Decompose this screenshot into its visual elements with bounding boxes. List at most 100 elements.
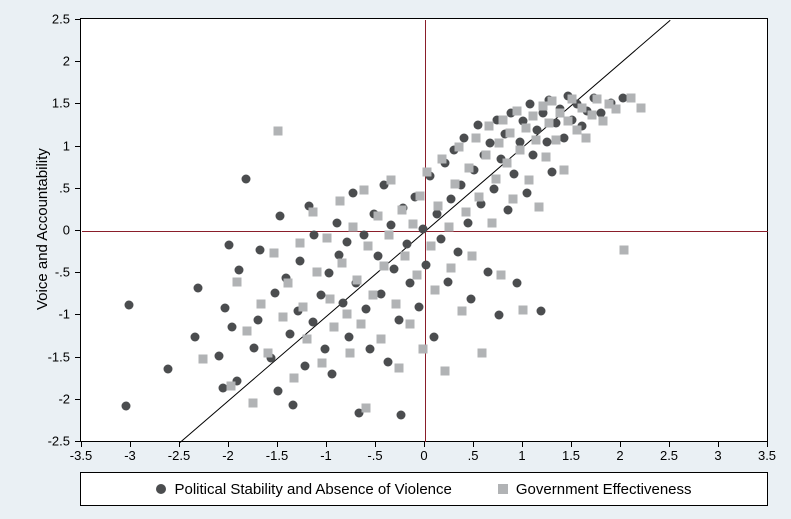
x-tick	[424, 442, 425, 447]
y-tick-label: -1	[58, 307, 70, 322]
data-point	[321, 345, 330, 354]
x-tick-label: -1	[320, 448, 332, 463]
data-point	[198, 355, 207, 364]
data-point	[491, 174, 500, 183]
data-point	[394, 363, 403, 372]
y-tick-label: 2	[63, 54, 70, 69]
data-point	[473, 120, 482, 129]
data-point	[484, 122, 493, 131]
data-point	[362, 404, 371, 413]
data-point	[406, 319, 415, 328]
x-tick	[522, 442, 523, 447]
data-point	[285, 329, 294, 338]
data-point	[215, 351, 224, 360]
data-point	[462, 208, 471, 217]
x-tick	[375, 442, 376, 447]
data-point	[329, 323, 338, 332]
legend-marker-square-icon	[498, 484, 508, 494]
data-point	[548, 97, 557, 106]
y-tick	[75, 272, 80, 273]
scatter-chart: Voice and Accountability Political Stabi…	[14, 10, 777, 509]
data-point	[317, 291, 326, 300]
x-tick	[718, 442, 719, 447]
y-tick	[75, 441, 80, 442]
data-point	[342, 309, 351, 318]
data-point	[309, 208, 318, 217]
data-point	[481, 151, 490, 160]
data-point	[429, 332, 438, 341]
data-point	[513, 107, 522, 116]
data-point	[295, 238, 304, 247]
data-point	[494, 311, 503, 320]
data-point	[332, 218, 341, 227]
x-tick	[767, 442, 768, 447]
x-tick	[81, 442, 82, 447]
data-point	[524, 176, 533, 185]
data-point	[379, 262, 388, 271]
data-point	[241, 174, 250, 183]
data-point	[513, 279, 522, 288]
data-point	[458, 307, 467, 316]
data-point	[433, 201, 442, 210]
data-point	[283, 279, 292, 288]
data-point	[193, 283, 202, 292]
x-tick-label: -3.5	[70, 448, 92, 463]
data-point	[357, 319, 366, 328]
y-tick	[75, 103, 80, 104]
data-point	[419, 345, 428, 354]
data-point	[552, 135, 561, 144]
y-tick	[75, 188, 80, 189]
data-point	[521, 124, 530, 133]
data-point	[227, 323, 236, 332]
y-tick	[75, 399, 80, 400]
data-point	[454, 248, 463, 257]
x-tick-label: .5	[468, 448, 479, 463]
data-point	[401, 252, 410, 261]
data-point	[528, 112, 537, 121]
data-point	[289, 373, 298, 382]
data-point	[564, 117, 573, 126]
y-tick	[75, 19, 80, 20]
data-point	[360, 231, 369, 240]
y-tick-label: 1	[63, 138, 70, 153]
data-point	[250, 344, 259, 353]
x-tick-label: -2.5	[168, 448, 190, 463]
y-tick-label: -1.5	[48, 349, 70, 364]
x-tick-label: -2	[222, 448, 234, 463]
x-tick	[571, 442, 572, 447]
data-point	[125, 301, 134, 310]
data-point	[416, 191, 425, 200]
data-point	[534, 203, 543, 212]
data-point	[373, 211, 382, 220]
data-point	[398, 205, 407, 214]
data-point	[510, 169, 519, 178]
x-tick-label: 3	[714, 448, 721, 463]
data-point	[541, 152, 550, 161]
x-tick	[669, 442, 670, 447]
data-point	[415, 302, 424, 311]
data-point	[522, 189, 531, 198]
data-point	[413, 270, 422, 279]
data-point	[455, 142, 464, 151]
y-axis-label: Voice and Accountability	[34, 148, 51, 310]
data-point	[234, 265, 243, 274]
data-point	[384, 231, 393, 240]
data-point	[528, 151, 537, 160]
data-point	[337, 259, 346, 268]
data-point	[477, 349, 486, 358]
x-tick	[473, 442, 474, 447]
data-point	[436, 235, 445, 244]
data-point	[440, 367, 449, 376]
data-point	[447, 264, 456, 273]
data-point	[364, 242, 373, 251]
x-tick	[620, 442, 621, 447]
y-tick	[75, 146, 80, 147]
data-point	[386, 176, 395, 185]
data-point	[432, 210, 441, 219]
data-point	[298, 302, 307, 311]
y-tick-label: 2.5	[52, 12, 70, 27]
data-point	[426, 242, 435, 251]
data-point	[626, 93, 635, 102]
data-point	[464, 218, 473, 227]
x-tick	[326, 442, 327, 447]
